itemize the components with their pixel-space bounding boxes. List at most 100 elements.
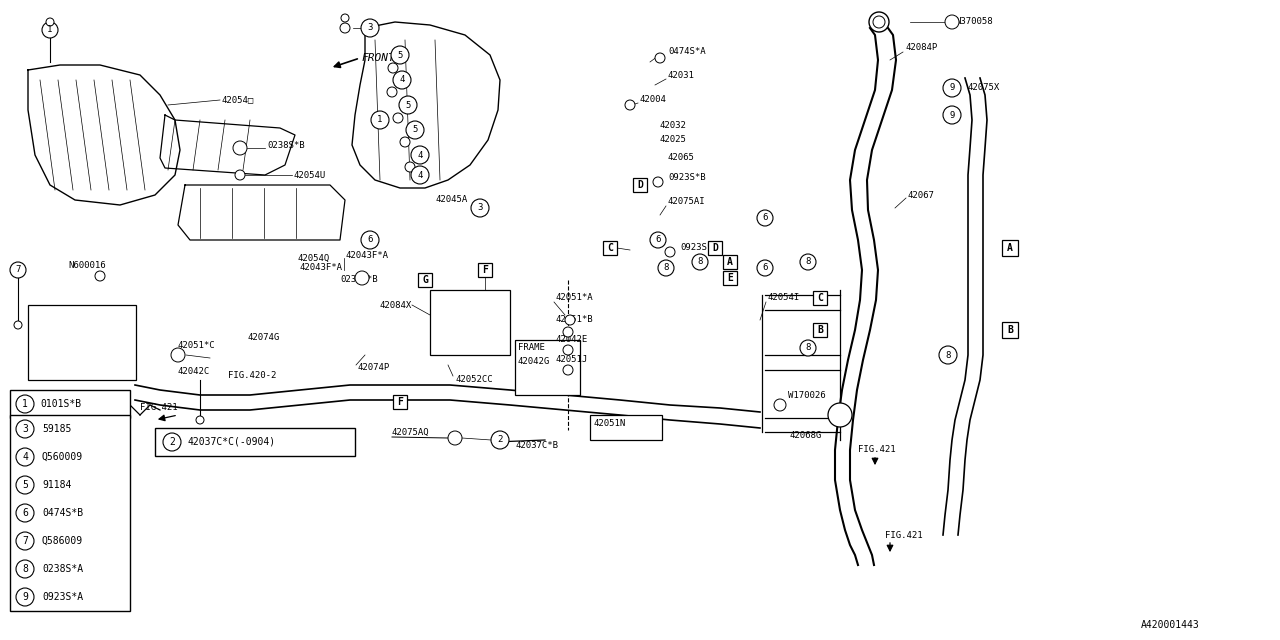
Circle shape <box>46 18 54 26</box>
Text: 42032: 42032 <box>660 120 687 129</box>
Circle shape <box>172 348 186 362</box>
Circle shape <box>15 395 35 413</box>
Text: 42074G: 42074G <box>248 333 280 342</box>
Text: A420001443: A420001443 <box>1142 620 1201 630</box>
Text: 0474S*A: 0474S*A <box>668 47 705 56</box>
Text: 8: 8 <box>663 264 668 273</box>
Text: 8: 8 <box>946 351 951 360</box>
Circle shape <box>625 100 635 110</box>
Circle shape <box>650 232 666 248</box>
Text: 42037C*B: 42037C*B <box>515 440 558 449</box>
Circle shape <box>774 399 786 411</box>
Text: 3: 3 <box>477 204 483 212</box>
Text: 42052CC: 42052CC <box>454 376 493 385</box>
Text: B: B <box>1007 325 1012 335</box>
Circle shape <box>653 177 663 187</box>
Circle shape <box>233 141 247 155</box>
Bar <box>10 390 131 418</box>
Bar <box>603 241 617 255</box>
Circle shape <box>14 321 22 329</box>
Bar <box>515 340 580 395</box>
Text: 42051*A: 42051*A <box>556 294 593 303</box>
Text: 9: 9 <box>950 83 955 93</box>
Text: FIG.421: FIG.421 <box>884 531 923 540</box>
Text: 5: 5 <box>397 51 403 60</box>
Bar <box>813 291 827 305</box>
Text: FIG.421: FIG.421 <box>140 403 178 413</box>
Bar <box>590 415 662 440</box>
Text: N370058: N370058 <box>955 17 992 26</box>
Text: 6: 6 <box>367 236 372 244</box>
Circle shape <box>15 420 35 438</box>
Text: 0923S*B: 0923S*B <box>680 243 718 253</box>
Circle shape <box>393 113 403 123</box>
Circle shape <box>388 63 398 73</box>
Text: 1: 1 <box>22 399 28 409</box>
Text: 0238S*B: 0238S*B <box>268 141 305 150</box>
Text: 3: 3 <box>22 424 28 434</box>
Circle shape <box>873 16 884 28</box>
Circle shape <box>655 53 666 63</box>
Circle shape <box>15 504 35 522</box>
Circle shape <box>15 448 35 466</box>
Text: 1: 1 <box>378 115 383 125</box>
Text: A: A <box>1007 243 1012 253</box>
Circle shape <box>196 416 204 424</box>
Text: 9: 9 <box>950 111 955 120</box>
Text: 42051*C: 42051*C <box>178 340 215 349</box>
Text: D: D <box>712 243 718 253</box>
Circle shape <box>393 71 411 89</box>
Text: 6: 6 <box>763 264 768 273</box>
Text: 8: 8 <box>22 564 28 574</box>
Text: 42075X: 42075X <box>968 83 1000 93</box>
Text: 7: 7 <box>22 536 28 546</box>
Text: 8: 8 <box>805 257 810 266</box>
Bar <box>28 305 136 380</box>
Text: G: G <box>422 275 428 285</box>
Text: 42054I: 42054I <box>768 294 800 303</box>
Text: 6: 6 <box>22 508 28 518</box>
Circle shape <box>943 106 961 124</box>
Bar <box>477 263 492 277</box>
Text: 42045A: 42045A <box>435 195 467 205</box>
Circle shape <box>399 137 410 147</box>
Text: 42042E: 42042E <box>556 335 588 344</box>
Text: 42051*B: 42051*B <box>556 316 593 324</box>
Circle shape <box>471 199 489 217</box>
Text: 42075AQ: 42075AQ <box>392 428 430 436</box>
Text: 91184: 91184 <box>42 480 72 490</box>
Text: 9: 9 <box>22 592 28 602</box>
Text: 4: 4 <box>399 76 404 84</box>
Circle shape <box>15 588 35 606</box>
Text: FRAME: FRAME <box>518 344 545 353</box>
Text: 42074N: 42074N <box>88 390 120 399</box>
Text: 42075AI: 42075AI <box>668 198 705 207</box>
Text: W170026: W170026 <box>788 390 826 399</box>
Bar <box>708 241 722 255</box>
Circle shape <box>411 146 429 164</box>
Circle shape <box>387 87 397 97</box>
Circle shape <box>563 365 573 375</box>
Text: 5: 5 <box>406 100 411 109</box>
Text: 42051J: 42051J <box>556 355 588 365</box>
Text: 42025: 42025 <box>660 136 687 145</box>
Text: FRONT: FRONT <box>362 53 396 63</box>
Text: B: B <box>817 325 823 335</box>
Circle shape <box>163 433 180 451</box>
Text: 42084P: 42084P <box>905 44 937 52</box>
Circle shape <box>828 403 852 427</box>
Bar <box>1002 240 1018 256</box>
Text: 42031: 42031 <box>668 70 695 79</box>
Text: 42043F*A: 42043F*A <box>346 250 388 259</box>
Text: A: A <box>727 257 733 267</box>
Text: 3: 3 <box>367 24 372 33</box>
Text: 42084X: 42084X <box>380 301 412 310</box>
Text: 2: 2 <box>169 437 175 447</box>
Circle shape <box>42 22 58 38</box>
Bar <box>393 395 407 409</box>
Bar <box>723 271 737 285</box>
Text: 0238S*A: 0238S*A <box>42 564 83 574</box>
Text: 0923S*A: 0923S*A <box>42 592 83 602</box>
Text: 42068G: 42068G <box>790 431 822 440</box>
Bar <box>723 255 737 269</box>
